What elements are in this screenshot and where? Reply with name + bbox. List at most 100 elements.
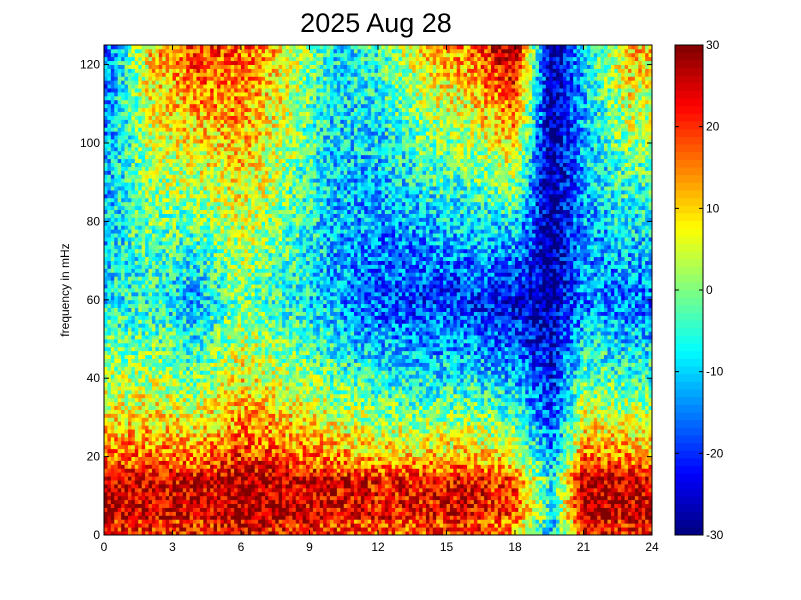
- heatmap-cell: [151, 366, 156, 371]
- heatmap-cell: [196, 342, 201, 348]
- heatmap-cell: [179, 291, 184, 297]
- heatmap-cell: [213, 182, 218, 187]
- heatmap-cell: [223, 260, 228, 265]
- heatmap-cell: [104, 162, 108, 167]
- heatmap-cell: [227, 84, 232, 89]
- heatmap-cell: [151, 76, 156, 81]
- heatmap-cell: [104, 456, 108, 461]
- heatmap-cell: [217, 115, 221, 120]
- heatmap-cell: [138, 386, 143, 391]
- heatmap-cell: [193, 201, 197, 207]
- heatmap-cell: [210, 272, 214, 277]
- heatmap-cell: [230, 139, 235, 144]
- heatmap-cell: [127, 405, 132, 410]
- heatmap-cell: [199, 68, 204, 73]
- heatmap-cell: [155, 495, 160, 501]
- heatmap-cell: [189, 499, 194, 505]
- heatmap-cell: [104, 366, 108, 371]
- heatmap-cell: [121, 84, 125, 89]
- heatmap-cell: [213, 464, 218, 469]
- heatmap-cell: [124, 107, 129, 113]
- heatmap-cell: [114, 350, 119, 356]
- heatmap-cell: [223, 315, 228, 320]
- heatmap-cell: [141, 527, 146, 532]
- heatmap-cell: [234, 288, 238, 293]
- heatmap-cell: [189, 511, 194, 516]
- heatmap-cell: [141, 45, 146, 50]
- heatmap-cell: [169, 362, 173, 367]
- heatmap-cell: [223, 150, 228, 156]
- heatmap-cell: [203, 154, 208, 160]
- heatmap-cell: [175, 64, 180, 69]
- heatmap-cell: [237, 291, 242, 297]
- heatmap-cell: [162, 389, 167, 395]
- heatmap-cell: [138, 315, 143, 320]
- heatmap-cell: [237, 499, 242, 505]
- heatmap-cell: [169, 252, 173, 258]
- heatmap-cell: [196, 248, 201, 254]
- heatmap-cell: [223, 374, 228, 379]
- heatmap-cell: [104, 491, 108, 497]
- heatmap-cell: [199, 311, 204, 316]
- heatmap-cell: [165, 225, 170, 230]
- heatmap-cell: [141, 174, 146, 179]
- heatmap-cell: [162, 45, 167, 50]
- heatmap-cell: [169, 107, 173, 113]
- heatmap-cell: [210, 397, 214, 403]
- heatmap-cell: [145, 193, 149, 199]
- heatmap-cell: [223, 307, 228, 312]
- heatmap-cell: [223, 95, 228, 101]
- heatmap-cell: [165, 268, 170, 273]
- heatmap-cell: [158, 201, 163, 207]
- heatmap-cell: [213, 484, 218, 489]
- heatmap-cell: [117, 311, 122, 316]
- heatmap-cell: [145, 346, 149, 352]
- heatmap-cell: [175, 464, 180, 469]
- heatmap-cell: [230, 433, 235, 438]
- heatmap-cell: [162, 80, 167, 85]
- heatmap-cell: [141, 323, 146, 328]
- heatmap-cell: [179, 315, 184, 320]
- heatmap-cell: [151, 264, 156, 269]
- heatmap-cell: [155, 52, 160, 58]
- heatmap-cell: [196, 311, 201, 316]
- heatmap-cell: [175, 56, 180, 62]
- heatmap-cell: [145, 342, 149, 348]
- heatmap-cell: [220, 143, 225, 148]
- heatmap-cell: [121, 327, 125, 332]
- heatmap-cell: [141, 464, 146, 469]
- heatmap-cell: [227, 280, 232, 285]
- heatmap-cell: [227, 291, 232, 297]
- heatmap-cell: [141, 252, 146, 258]
- heatmap-cell: [114, 84, 119, 89]
- heatmap-cell: [234, 111, 238, 116]
- heatmap-cell: [114, 460, 119, 465]
- heatmap-cell: [155, 264, 160, 269]
- heatmap-cell: [227, 272, 232, 277]
- heatmap-cell: [110, 162, 115, 167]
- heatmap-cell: [107, 480, 112, 485]
- heatmap-cell: [151, 166, 156, 171]
- heatmap-cell: [179, 437, 184, 442]
- heatmap-cell: [138, 335, 143, 340]
- heatmap-cell: [165, 487, 170, 493]
- heatmap-cell: [213, 276, 218, 281]
- heatmap-cell: [121, 64, 125, 69]
- heatmap-cell: [107, 291, 112, 297]
- heatmap-cell: [138, 307, 143, 312]
- heatmap-cell: [179, 358, 184, 363]
- heatmap-cell: [117, 515, 122, 520]
- heatmap-cell: [104, 123, 108, 128]
- heatmap-cell: [110, 276, 115, 281]
- heatmap-cell: [237, 276, 242, 281]
- heatmap-cell: [210, 127, 214, 132]
- heatmap-cell: [186, 88, 191, 93]
- heatmap-cell: [148, 515, 153, 520]
- heatmap-cell: [206, 523, 211, 528]
- heatmap-cell: [196, 123, 201, 128]
- heatmap-cell: [175, 244, 180, 250]
- heatmap-cell: [148, 417, 153, 422]
- heatmap-cell: [223, 170, 228, 175]
- heatmap-cell: [121, 276, 125, 281]
- heatmap-cell: [151, 417, 156, 422]
